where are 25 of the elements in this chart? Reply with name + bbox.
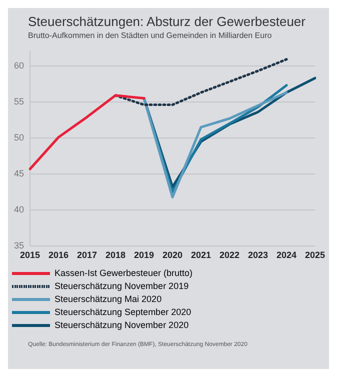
x-tick-label: 2020 xyxy=(162,250,183,260)
x-tick-label: 2025 xyxy=(304,250,326,260)
y-tick-label: 40 xyxy=(14,204,24,215)
y-tick-label: 50 xyxy=(14,132,24,142)
y-tick-label: 45 xyxy=(14,168,24,179)
y-tick-label: 55 xyxy=(14,96,24,106)
x-tick-label: 2022 xyxy=(219,250,240,260)
x-tick-label: 2021 xyxy=(190,250,212,260)
legend-label: Kassen-Ist Gewerbesteuer (brutto) xyxy=(54,268,193,278)
line-series xyxy=(114,58,288,106)
legend-label: Steuerschätzung November 2020 xyxy=(54,320,189,330)
x-tick-label: 2019 xyxy=(134,250,154,260)
x-tick-label: 2016 xyxy=(48,250,69,260)
x-tick-label: 2023 xyxy=(248,250,268,260)
x-tick-label: 2017 xyxy=(76,250,98,260)
legend-label: Steuerschätzung Mai 2020 xyxy=(54,294,162,304)
y-tick-label: 60 xyxy=(14,60,24,70)
x-tick-label: 2018 xyxy=(105,250,126,260)
chart-title: Steuerschätzungen: Absturz der Gewerbesteuer xyxy=(28,14,306,29)
x-tick-label: 2015 xyxy=(20,250,40,260)
x-tick-label: 2024 xyxy=(276,250,297,260)
y-tick-label: 35 xyxy=(14,240,24,251)
chart-subtitle: Brutto-Aufkommen in den Städten und Gemeinden in Milliarden Euro xyxy=(28,31,273,40)
legend-label: Steuerschätzung September 2020 xyxy=(54,306,192,317)
legend-label: Steuerschätzung November 2019 xyxy=(54,280,189,291)
